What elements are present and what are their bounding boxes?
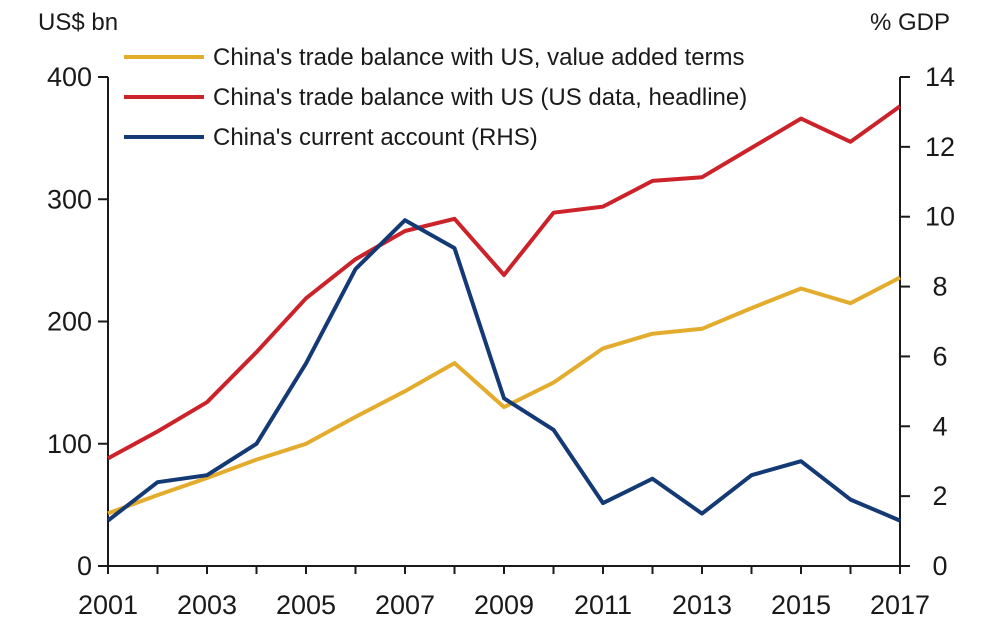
left-tick-label: 100 — [47, 429, 92, 459]
left-tick-label: 0 — [77, 551, 92, 581]
series-lines — [106, 104, 902, 523]
x-tick-label: 2011 — [574, 590, 632, 620]
x-tick-label: 2003 — [177, 590, 237, 620]
x-tick-label: 2005 — [276, 590, 336, 620]
right-tick-label: 4 — [932, 411, 947, 441]
right-tick-label: 0 — [932, 551, 947, 581]
legend-label: China's current account (RHS) — [213, 124, 538, 151]
axes: 0 100 200 300 400 0 2 4 6 8 10 12 14 2001 2003 2005 2007… — [47, 62, 955, 620]
series-line-3 — [106, 218, 901, 523]
right-tick-label: 2 — [932, 481, 947, 511]
x-tick-label: 2001 — [78, 590, 138, 620]
right-tick-label: 10 — [925, 202, 955, 232]
x-tick-label: 2009 — [474, 590, 534, 620]
x-tick-label: 2007 — [375, 590, 435, 620]
right-tick-label: 12 — [925, 132, 955, 162]
legend-label: China's trade balance with US, value add… — [213, 44, 745, 71]
left-axis-unit: US$ bn — [38, 9, 118, 36]
left-tick-label: 400 — [47, 62, 92, 92]
series-line-2 — [107, 104, 902, 461]
legend: China's trade balance with US, value add… — [124, 44, 747, 151]
right-tick-label: 14 — [925, 62, 955, 92]
x-tick-label: 2015 — [771, 590, 831, 620]
x-tick-label: 2013 — [672, 590, 732, 620]
right-tick-label: 8 — [932, 272, 947, 302]
right-axis-unit: % GDP — [870, 9, 950, 36]
left-tick-label: 200 — [47, 307, 92, 337]
series-line-1 — [107, 275, 901, 516]
legend-label: China's trade balance with US (US data, … — [213, 84, 747, 111]
right-tick-label: 6 — [932, 341, 947, 371]
left-tick-label: 300 — [47, 184, 92, 214]
x-tick-label: 2017 — [870, 590, 930, 620]
